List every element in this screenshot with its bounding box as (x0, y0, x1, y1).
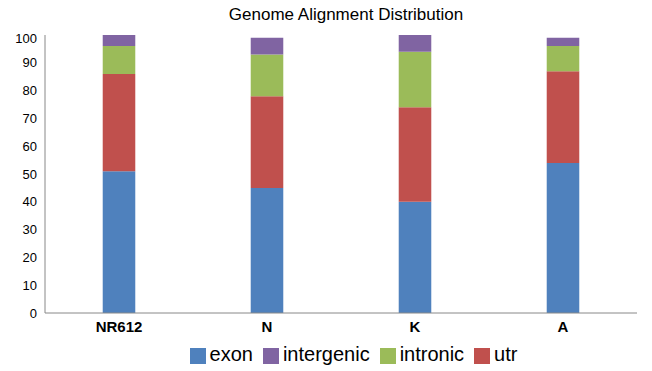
svg-text:100: 100 (15, 31, 37, 46)
html-text:intergenic: intergenic (282, 343, 370, 365)
svg-text:10: 10 (23, 278, 37, 293)
html-text:intronic: intronic (399, 343, 465, 365)
html-text:Genome Alignment Distribution: Genome Alignment Distribution (228, 5, 464, 24)
svg-text:K: K (410, 318, 421, 335)
svg-text:A: A (558, 318, 569, 335)
svg-text:NR612: NR612 (96, 318, 143, 335)
svg-text:80: 80 (23, 83, 37, 98)
svg-text:50: 50 (23, 167, 37, 182)
html-text:utr: utr (494, 343, 518, 365)
svg-text:60: 60 (23, 139, 37, 154)
svg-text:40: 40 (23, 194, 37, 209)
svg-text:30: 30 (23, 222, 37, 237)
html-text:exon: exon (209, 343, 253, 365)
svg-text:90: 90 (23, 55, 37, 70)
svg-text:N: N (262, 318, 273, 335)
svg-text:0: 0 (30, 306, 37, 321)
svg-text:70: 70 (23, 111, 37, 126)
svg-text:20: 20 (23, 250, 37, 265)
